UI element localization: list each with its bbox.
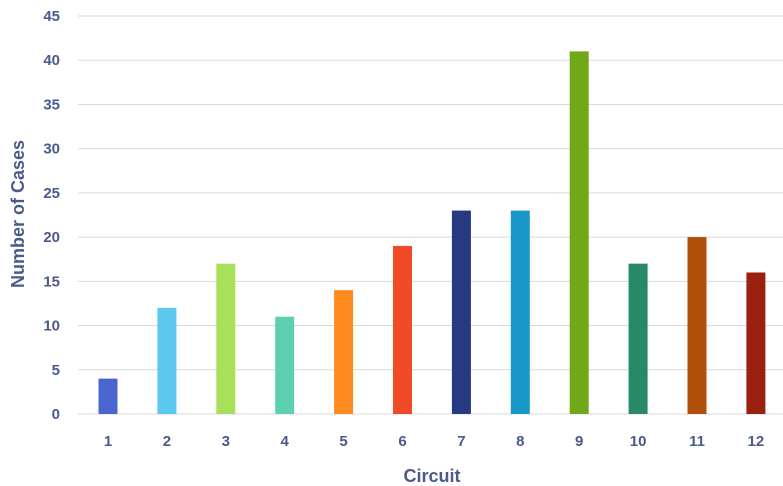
- y-axis-title: Number of Cases: [8, 140, 28, 288]
- bars: [98, 51, 766, 414]
- y-tick-label: 35: [43, 96, 60, 113]
- y-tick-label: 25: [43, 185, 60, 202]
- bar-circuit-9: [569, 51, 589, 414]
- x-tick-label: 12: [748, 433, 765, 450]
- x-tick-label: 3: [222, 433, 230, 450]
- y-tick-label: 0: [52, 406, 60, 423]
- bar-circuit-5: [334, 290, 354, 414]
- y-tick-label: 20: [43, 229, 60, 246]
- bar-circuit-8: [510, 210, 530, 414]
- y-tick-label: 40: [43, 52, 60, 69]
- x-tick-label: 7: [457, 433, 465, 450]
- y-axis-ticks: 0 5 10 15 20 25 30 35 40 45: [43, 8, 60, 423]
- y-tick-label: 45: [43, 8, 60, 25]
- x-tick-label: 5: [339, 433, 347, 450]
- x-axis-title: Circuit: [403, 466, 460, 486]
- bar-circuit-1: [98, 378, 118, 414]
- x-tick-label: 9: [575, 433, 583, 450]
- bar-circuit-11: [687, 237, 707, 414]
- y-tick-label: 30: [43, 141, 60, 158]
- y-tick-label: 10: [43, 318, 60, 335]
- bar-circuit-12: [746, 272, 766, 414]
- x-tick-label: 8: [516, 433, 524, 450]
- x-axis-ticks: 1 2 3 4 5 6 7 8 9 10 11 12: [104, 433, 764, 450]
- bar-circuit-3: [216, 263, 236, 414]
- y-tick-label: 15: [43, 273, 60, 290]
- y-tick-label: 5: [52, 362, 60, 379]
- x-tick-label: 2: [163, 433, 171, 450]
- bar-circuit-10: [628, 263, 648, 414]
- bar-circuit-6: [393, 245, 412, 414]
- x-tick-label: 6: [398, 433, 406, 450]
- gridlines: [78, 15, 783, 415]
- x-tick-label: 10: [630, 433, 647, 450]
- x-tick-label: 1: [104, 433, 112, 450]
- x-tick-label: 11: [689, 433, 705, 450]
- bar-circuit-4: [275, 316, 295, 414]
- x-tick-label: 4: [281, 433, 290, 450]
- bar-circuit-7: [451, 210, 471, 414]
- bar-circuit-2: [157, 307, 177, 414]
